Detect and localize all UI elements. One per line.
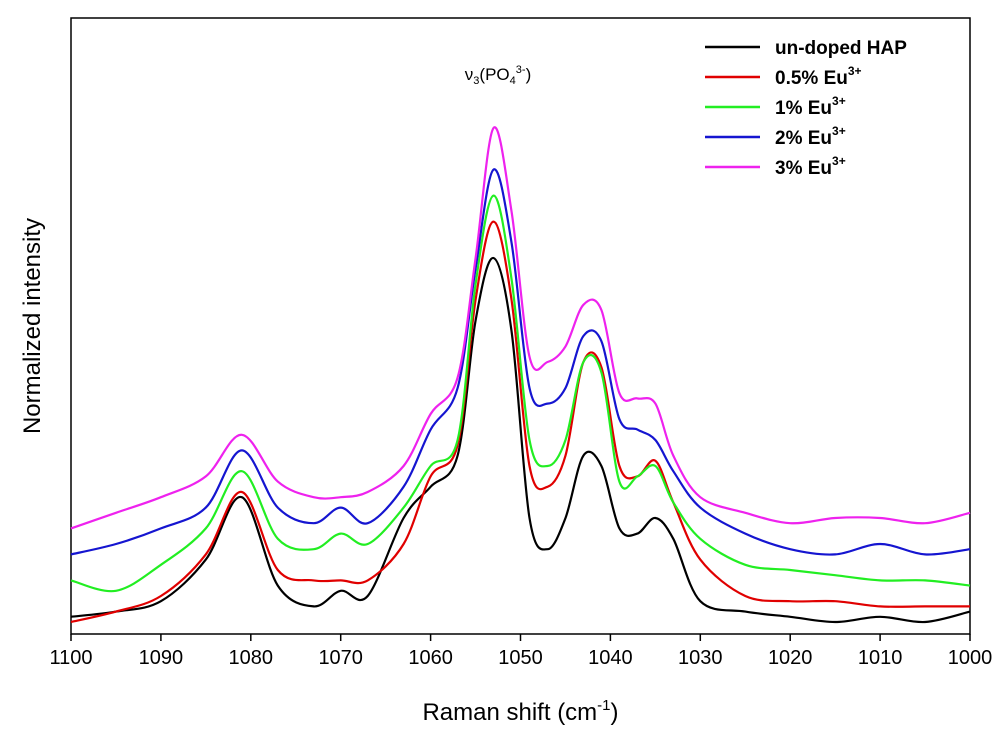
legend-label-1: 0.5% Eu3+ <box>775 64 862 89</box>
x-tick-label: 1090 <box>139 647 184 669</box>
x-tick-label: 1000 <box>948 647 993 669</box>
x-axis-title-main: Raman shift (cm <box>422 699 597 726</box>
x-tick-label: 1060 <box>408 647 453 669</box>
x-axis-title: Raman shift (cm-1) <box>422 697 618 726</box>
x-axis-title-sup: -1 <box>597 697 610 714</box>
annotation-sub2: 4 <box>510 75 516 87</box>
x-tick-label: 1050 <box>498 647 543 669</box>
x-tick-label: 1020 <box>768 647 813 669</box>
x-axis-ticks <box>70 634 971 641</box>
annotation-end: ) <box>526 65 532 84</box>
x-tick-label: 1070 <box>318 647 363 669</box>
series-line-2 <box>70 194 971 593</box>
x-tick-label: 1040 <box>588 647 633 669</box>
series-line-4 <box>70 126 971 530</box>
series-line-3 <box>70 168 971 556</box>
series-line-1 <box>70 220 970 624</box>
annotation-sup: 3- <box>516 64 526 76</box>
x-tick-labels: 1100 1090 1080 1070 1060 1050 1040 1030 1020 1010… <box>49 647 992 669</box>
annotation-sub1: 3 <box>473 75 479 87</box>
legend-label-3: 2% Eu3+ <box>775 124 846 149</box>
legend-label-0: un-doped HAP <box>775 38 907 59</box>
legend: un-doped HAP 0.5% Eu3+ 1% Eu3+ 2% Eu3+ 3% Eu… <box>705 38 907 179</box>
x-axis-title-suffix: ) <box>611 699 619 726</box>
legend-label-2: 1% Eu3+ <box>775 94 846 119</box>
x-tick-label: 1010 <box>858 647 903 669</box>
annotation-mid: (PO <box>479 65 509 84</box>
annotation-base: ν <box>465 65 474 84</box>
legend-label-4: 3% Eu3+ <box>775 154 846 179</box>
x-tick-label: 1030 <box>678 647 723 669</box>
series-lines <box>70 126 971 624</box>
series-line-0 <box>70 256 971 624</box>
y-axis-title: Normalized intensity <box>19 218 46 434</box>
x-tick-label: 1100 <box>49 647 92 669</box>
peak-annotation: ν3(PO43-) <box>465 64 531 87</box>
x-tick-label: 1080 <box>229 647 274 669</box>
